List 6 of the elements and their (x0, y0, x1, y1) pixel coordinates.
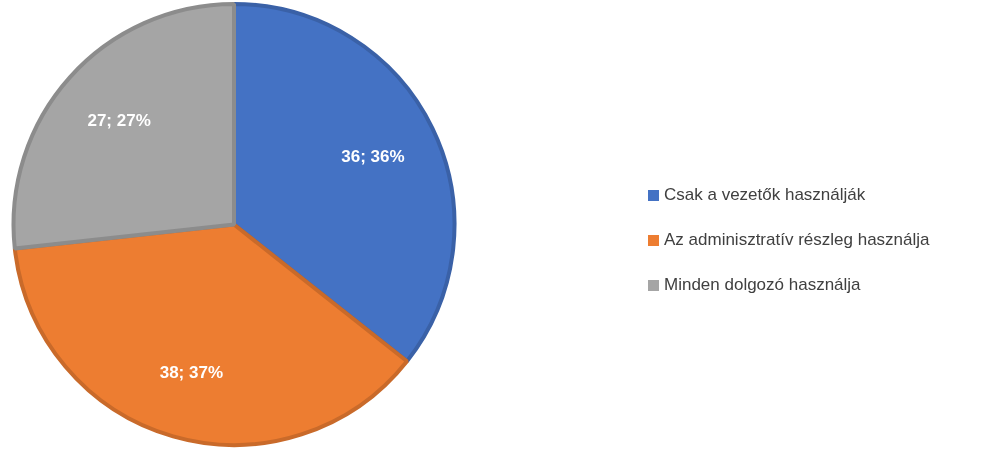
data-label: 36; 36% (341, 146, 405, 166)
data-label: 27; 27% (87, 111, 151, 131)
data-label: 38; 37% (159, 362, 224, 382)
legend-label: Az adminisztratív részleg használja (664, 230, 930, 250)
legend-label: Minden dolgozó használja (664, 275, 861, 295)
legend-label: Csak a vezetők használják (664, 185, 866, 205)
